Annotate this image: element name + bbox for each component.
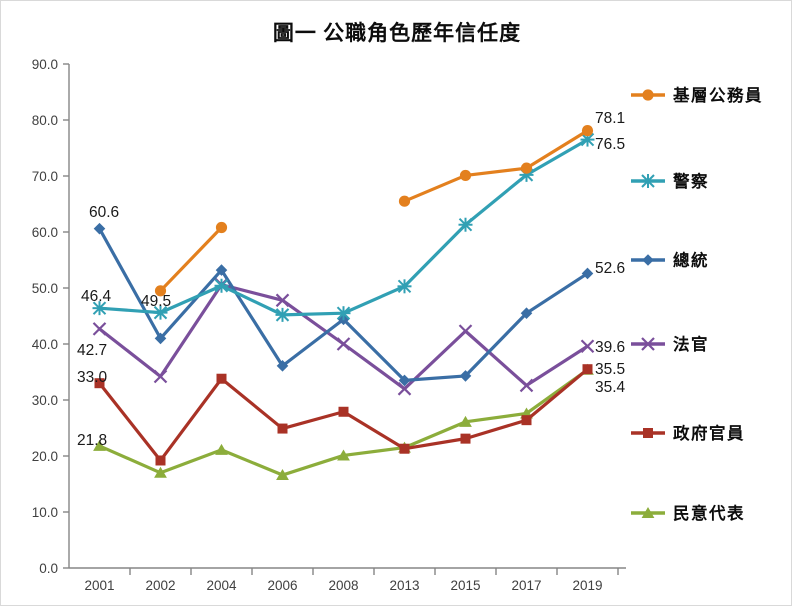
y-axis-tick-label: 50.0 xyxy=(32,281,58,296)
data-label-left: 60.6 xyxy=(89,204,119,221)
legend-label: 總統 xyxy=(673,250,709,270)
data-label-left: 21.8 xyxy=(77,432,107,449)
legend-label: 基層公務員 xyxy=(673,85,763,105)
data-point-marker xyxy=(398,374,411,387)
y-axis-tick-label: 90.0 xyxy=(32,57,58,72)
legend-label: 政府官員 xyxy=(673,423,745,443)
data-point-marker xyxy=(642,89,654,101)
data-point-marker xyxy=(216,373,227,384)
data-point-marker xyxy=(336,337,351,351)
data-point-marker xyxy=(155,455,166,466)
data-point-marker xyxy=(580,339,595,354)
data-point-marker xyxy=(215,443,228,455)
data-point-marker xyxy=(93,439,106,451)
data-point-marker xyxy=(581,267,594,280)
y-axis-tick-label: 70.0 xyxy=(32,169,58,184)
data-point-marker xyxy=(459,169,472,182)
data-point-marker xyxy=(520,307,533,319)
data-point-marker xyxy=(641,337,655,351)
data-point-marker xyxy=(214,278,229,293)
y-axis-tick-label: 60.0 xyxy=(32,225,58,240)
data-point-marker xyxy=(520,162,533,174)
data-label-left: 49.5 xyxy=(141,293,171,310)
data-point-marker xyxy=(93,222,106,235)
y-axis-tick-label: 30.0 xyxy=(32,393,58,408)
legend-item-法官[interactable]: 法官 xyxy=(631,334,709,354)
data-point-marker xyxy=(458,217,473,232)
data-label-right: 35.4 xyxy=(595,379,626,396)
legend-item-警察[interactable]: 警察 xyxy=(631,171,709,191)
data-point-marker xyxy=(643,428,653,438)
data-point-marker xyxy=(275,293,290,308)
data-label-right: 52.6 xyxy=(595,260,625,277)
data-point-marker xyxy=(519,378,534,393)
data-point-marker xyxy=(460,433,471,444)
legend-item-政府官員[interactable]: 政府官員 xyxy=(631,423,745,443)
x-axis-tick-label: 2004 xyxy=(206,578,237,593)
data-label-left: 46.4 xyxy=(81,288,112,305)
data-label-right: 76.5 xyxy=(595,136,625,153)
data-point-marker xyxy=(154,285,167,297)
data-point-marker xyxy=(92,322,107,336)
data-point-marker xyxy=(582,364,593,375)
data-point-marker xyxy=(153,369,168,384)
data-point-marker xyxy=(94,378,105,389)
x-axis-tick-label: 2002 xyxy=(145,578,175,593)
data-point-marker xyxy=(92,301,107,316)
series-基層公務員 xyxy=(154,125,594,297)
y-axis-tick-label: 10.0 xyxy=(32,505,58,520)
data-point-marker xyxy=(641,174,655,188)
x-axis-tick-label: 2015 xyxy=(450,578,480,593)
data-label-right: 39.6 xyxy=(595,339,625,356)
x-axis-tick-label: 2019 xyxy=(572,578,602,593)
data-point-marker xyxy=(458,324,473,338)
legend-item-基層公務員[interactable]: 基層公務員 xyxy=(631,85,763,105)
legend-label: 警察 xyxy=(672,171,709,191)
data-point-marker xyxy=(338,406,349,417)
data-point-marker xyxy=(154,466,167,478)
x-axis-tick-label: 2017 xyxy=(511,578,541,593)
data-label-right: 35.5 xyxy=(595,361,625,378)
y-axis-tick-label: 40.0 xyxy=(32,337,58,352)
data-point-marker xyxy=(276,360,289,372)
data-point-marker xyxy=(581,125,594,137)
data-label-left: 42.7 xyxy=(77,342,107,359)
x-axis-tick-label: 2006 xyxy=(267,578,297,593)
data-point-marker xyxy=(459,415,472,427)
data-label-right: 78.1 xyxy=(595,110,625,127)
data-point-marker xyxy=(521,415,532,426)
y-axis-tick-label: 0.0 xyxy=(39,561,58,576)
x-axis-tick-label: 2013 xyxy=(389,578,419,593)
data-point-marker xyxy=(337,449,350,461)
legend-item-民意代表[interactable]: 民意代表 xyxy=(631,503,745,523)
data-point-marker xyxy=(215,221,228,234)
data-label-left: 33.0 xyxy=(77,369,108,386)
x-axis-tick-label: 2008 xyxy=(328,578,358,593)
data-point-marker xyxy=(275,307,290,322)
x-axis-tick-label: 2001 xyxy=(84,578,114,593)
series-政府官員 xyxy=(94,364,593,466)
data-point-marker xyxy=(399,443,410,454)
data-point-marker xyxy=(336,306,351,321)
series-警察 xyxy=(92,132,595,322)
data-point-marker xyxy=(642,254,654,266)
data-point-marker xyxy=(398,195,411,207)
page-title: 圖一 公職角色歷年信任度 xyxy=(272,21,522,45)
data-point-marker xyxy=(459,370,472,382)
y-axis-tick-label: 20.0 xyxy=(32,449,58,464)
data-point-marker xyxy=(153,305,168,320)
data-point-marker xyxy=(397,279,412,294)
legend-label: 民意代表 xyxy=(673,503,745,523)
data-point-marker xyxy=(641,507,655,518)
data-point-marker xyxy=(397,382,412,396)
data-point-marker xyxy=(154,332,167,345)
y-axis-tick-label: 80.0 xyxy=(32,113,58,128)
data-point-marker xyxy=(277,423,288,434)
legend-item-總統[interactable]: 總統 xyxy=(631,250,709,270)
data-point-marker xyxy=(276,469,289,481)
legend-label: 法官 xyxy=(673,334,709,354)
data-point-marker xyxy=(215,264,228,276)
